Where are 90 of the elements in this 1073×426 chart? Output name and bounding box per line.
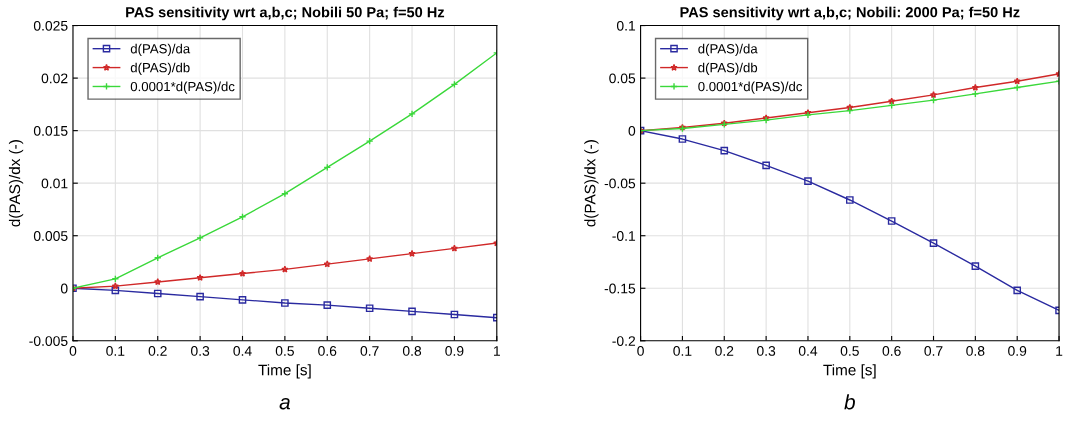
y-tick-label: 0.01 — [41, 178, 68, 189]
x-tick-label: 0.9 — [1008, 346, 1027, 356]
y-axis-title: d(PAS)/dx (-) — [8, 140, 24, 227]
point — [720, 146, 729, 155]
point — [408, 249, 416, 257]
point — [845, 196, 854, 204]
y-tick-label: -0.05 — [604, 178, 636, 189]
point — [323, 301, 332, 309]
point — [323, 260, 331, 268]
point — [196, 234, 204, 242]
x-tick-label: 0.4 — [798, 346, 818, 356]
legend-label: d(PAS)/da — [698, 43, 758, 57]
y-tick-label: -0.005 — [29, 336, 68, 346]
legend-label: d(PAS)/db — [698, 62, 758, 75]
y-tick-label: -0.2 — [612, 336, 636, 346]
point — [678, 135, 687, 143]
x-tick-label: 0.7 — [360, 346, 379, 356]
point — [762, 161, 770, 170]
y-tick-label: -0.1 — [612, 231, 636, 241]
point — [281, 265, 289, 273]
point — [804, 177, 812, 185]
legend-label: 0.0001*d(PAS)/dc — [130, 81, 235, 94]
point — [887, 97, 896, 105]
legend-label: d(PAS)/db — [130, 62, 190, 75]
x-tick-label: 0.2 — [148, 346, 167, 356]
point — [111, 282, 120, 290]
text: a — [279, 398, 290, 410]
chart-title: PAS sensitivity wrt a,b,c; Nobili: 2000 Pa; f=50 Hz — [680, 6, 1020, 21]
point — [238, 269, 247, 277]
point — [929, 91, 938, 99]
point — [1013, 286, 1022, 295]
x-tick-label: 0.1 — [106, 346, 125, 356]
point — [111, 286, 120, 295]
x-tick-label: 0.6 — [318, 346, 337, 356]
x-tick-label: 0.4 — [233, 346, 252, 356]
point — [971, 83, 980, 91]
point — [929, 96, 938, 104]
x-tick-label: 0.7 — [924, 346, 943, 356]
point — [365, 137, 374, 145]
chart-title: PAS sensitivity wrt a,b,c; Nobili 50 Pa; f=50 Hz — [126, 6, 445, 21]
x-tick-label: 0.3 — [757, 346, 776, 356]
legend-label: d(PAS)/da — [130, 43, 191, 57]
point — [929, 239, 938, 247]
y-tick-label: 0.02 — [41, 73, 68, 84]
point — [154, 278, 162, 286]
y-tick-label: 0.1 — [616, 20, 636, 31]
x-tick-label: 0.1 — [673, 346, 692, 356]
point — [450, 310, 459, 319]
x-tick-label: 0.6 — [882, 346, 901, 356]
point — [196, 292, 204, 301]
point — [971, 90, 980, 98]
x-tick-label: 0.8 — [402, 346, 422, 356]
point — [365, 304, 374, 313]
x-tick-label: 0.8 — [966, 346, 985, 356]
point — [971, 262, 980, 271]
y-tick-label: 0 — [60, 283, 68, 294]
y-axis-title: d(PAS)/dx (-) — [584, 140, 599, 227]
point — [238, 212, 247, 221]
y-tick-label: 0 — [628, 125, 636, 136]
point — [281, 189, 289, 198]
text: b — [844, 394, 855, 410]
y-tick-label: 0.05 — [609, 73, 636, 84]
y-tick-label: 0.025 — [33, 20, 68, 31]
point — [196, 273, 204, 281]
x-tick-label: 0.3 — [191, 346, 210, 356]
x-tick-label: 1 — [494, 346, 500, 356]
y-tick-label: -0.15 — [604, 283, 636, 294]
point — [365, 255, 374, 263]
x-tick-label: 0.2 — [715, 346, 734, 356]
point — [408, 307, 416, 316]
x-tick-label: 0.5 — [275, 346, 294, 356]
point — [153, 289, 162, 298]
point — [238, 295, 247, 304]
x-tick-label: 0.9 — [445, 346, 464, 356]
x-tick-label: 0 — [69, 346, 77, 356]
legend-label: 0.0001*d(PAS)/dc — [698, 81, 803, 94]
y-tick-label: 0.005 — [33, 231, 68, 241]
point — [281, 299, 289, 307]
x-axis-title: Time [s] — [823, 364, 876, 379]
x-axis-title: Time [s] — [258, 364, 311, 379]
y-tick-label: 0.015 — [33, 125, 68, 136]
point — [887, 217, 896, 225]
point — [845, 106, 854, 115]
x-tick-label: 0 — [637, 346, 644, 356]
point — [846, 103, 854, 111]
x-tick-label: 0.5 — [840, 346, 859, 356]
point — [408, 110, 416, 118]
x-tick-label: 1 — [1056, 346, 1063, 356]
point — [1013, 77, 1021, 85]
point — [450, 244, 459, 252]
